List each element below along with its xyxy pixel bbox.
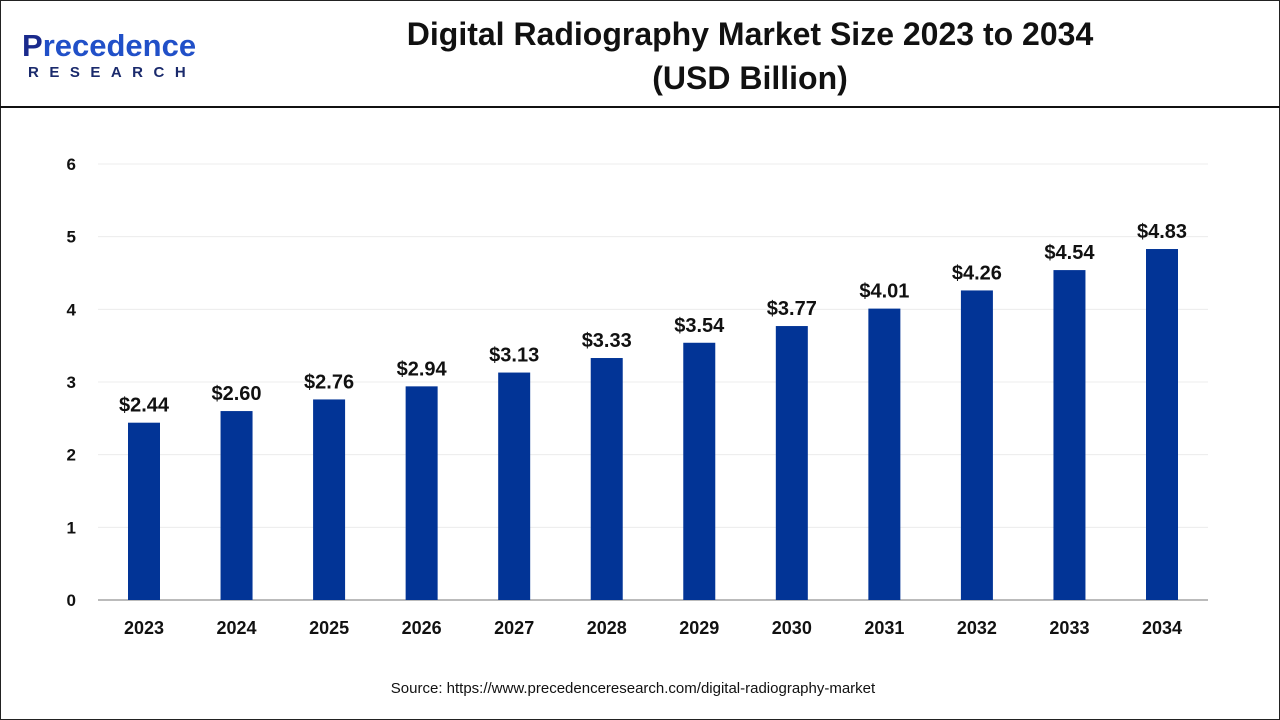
x-tick-label: 2029 <box>679 618 719 638</box>
bar <box>313 399 346 600</box>
x-tick-label: 2026 <box>402 618 442 638</box>
bar <box>498 372 531 600</box>
bar <box>960 290 993 600</box>
bar <box>405 386 438 600</box>
bar <box>1053 270 1086 600</box>
y-tick-label: 1 <box>67 518 76 537</box>
bar <box>683 342 716 600</box>
x-tick-label: 2034 <box>1142 618 1182 638</box>
data-label: $3.77 <box>767 298 817 320</box>
data-label: $4.83 <box>1137 221 1187 243</box>
bar <box>590 358 623 600</box>
bar <box>220 411 253 600</box>
source-note: Source: https://www.precedenceresearch.c… <box>390 680 876 697</box>
x-tick-label: 2030 <box>772 618 812 638</box>
y-tick-label: 0 <box>67 591 76 610</box>
x-tick-label: 2032 <box>957 618 997 638</box>
data-label: $4.26 <box>952 262 1002 284</box>
data-label: $3.33 <box>582 330 632 352</box>
x-tick-label: 2027 <box>494 618 534 638</box>
x-tick-label: 2033 <box>1049 618 1089 638</box>
x-tick-label: 2023 <box>124 618 164 638</box>
bar <box>775 326 808 600</box>
bar <box>128 422 160 600</box>
data-label: $2.76 <box>304 371 354 393</box>
x-tick-label: 2024 <box>217 618 257 638</box>
data-label: $2.94 <box>397 358 448 380</box>
y-tick-label: 6 <box>67 155 76 174</box>
data-label: $3.54 <box>674 315 725 337</box>
data-label: $4.01 <box>859 281 909 303</box>
data-label: $2.60 <box>212 383 262 405</box>
y-tick-label: 4 <box>67 300 77 319</box>
bar <box>868 308 901 600</box>
data-label: $3.13 <box>489 345 539 367</box>
y-tick-label: 3 <box>67 373 76 392</box>
y-tick-label: 5 <box>67 228 76 247</box>
bar <box>1146 249 1178 600</box>
data-label: $4.54 <box>1044 242 1095 264</box>
x-tick-label: 2028 <box>587 618 627 638</box>
x-tick-label: 2031 <box>864 618 904 638</box>
header: Precedence RESEARCH Digital Radiography … <box>0 0 1280 108</box>
data-label: $2.44 <box>119 395 170 417</box>
y-tick-label: 2 <box>67 446 76 465</box>
chart-title: Digital Radiography Market Size 2023 to … <box>406 16 1094 96</box>
precedence-research-logo: Precedence RESEARCH <box>22 28 197 81</box>
x-tick-label: 2025 <box>309 618 349 638</box>
